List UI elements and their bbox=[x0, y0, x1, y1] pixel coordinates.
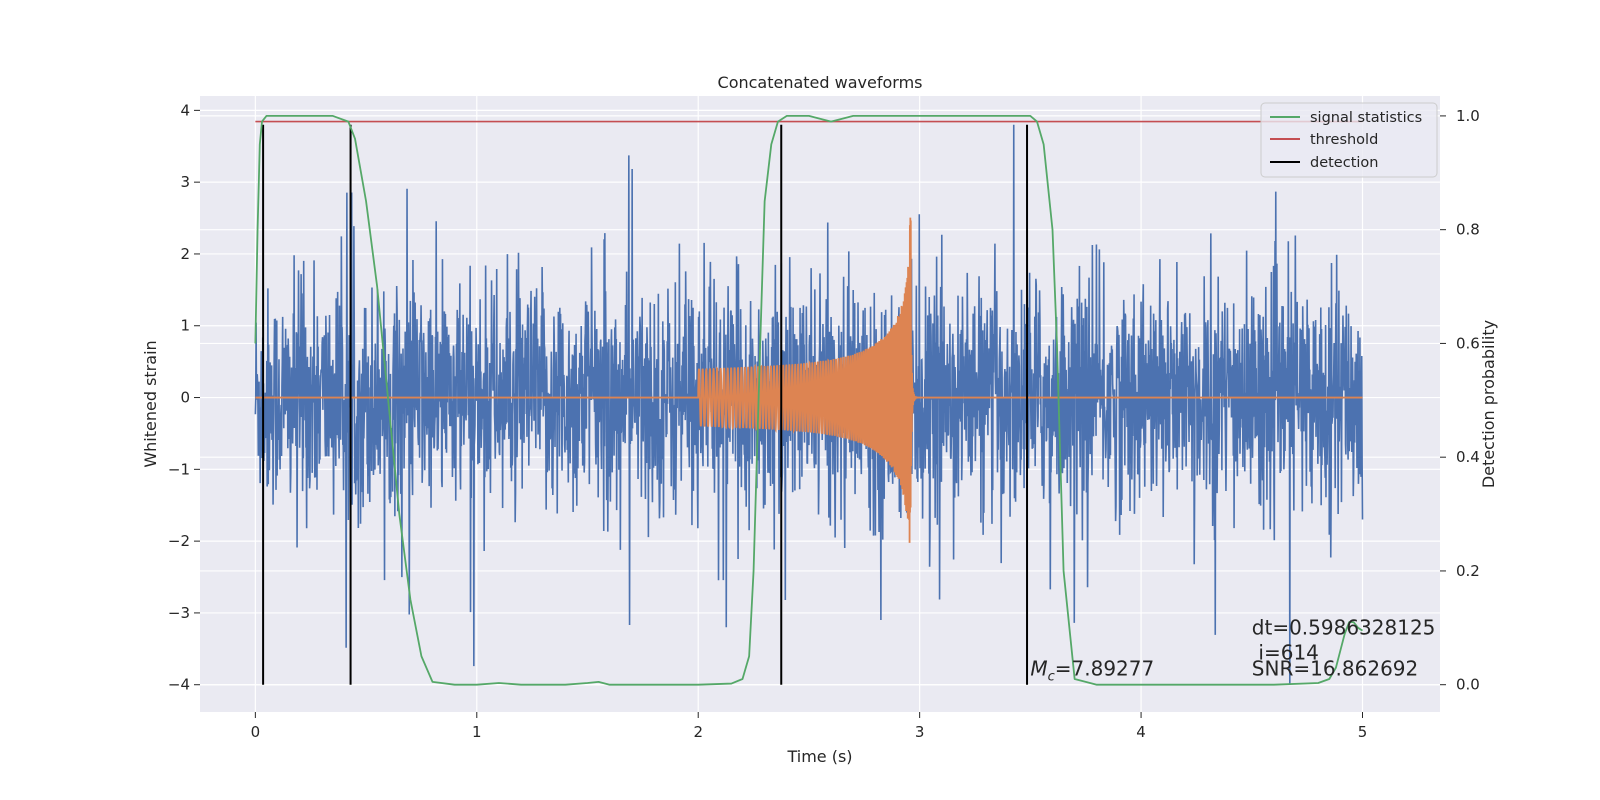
y2-tick-label: 0.0 bbox=[1456, 676, 1480, 694]
y-tick-label: 0 bbox=[180, 389, 190, 407]
y-tick-label: 3 bbox=[180, 173, 190, 191]
y2-tick-label: 0.2 bbox=[1456, 562, 1480, 580]
annotation-snr: SNR=16.862692 bbox=[1252, 656, 1418, 680]
y2-tick-label: 0.8 bbox=[1456, 221, 1480, 239]
chart-title: Concatenated waveforms bbox=[718, 73, 923, 92]
x-tick-label: 3 bbox=[915, 723, 925, 741]
template-series-line bbox=[255, 217, 1363, 543]
legend-label-detection: detection bbox=[1310, 155, 1378, 171]
y2-tick-label: 0.4 bbox=[1456, 448, 1480, 466]
right-axis: 0.0 0.2 0.4 0.6 0.8 1.0 bbox=[1440, 107, 1480, 694]
y2-tick-label: 1.0 bbox=[1456, 107, 1480, 125]
annotation-i: i=614 bbox=[1258, 641, 1319, 665]
annotation-dt: dt=0.5986328125 bbox=[1252, 615, 1436, 639]
x-tick-label: 0 bbox=[251, 723, 261, 741]
x-tick-label: 4 bbox=[1136, 723, 1146, 741]
legend-label-signal-statistics: signal statistics bbox=[1310, 110, 1422, 126]
signal-statistics-line bbox=[254, 115, 1363, 686]
x-axis: 0 1 2 3 4 5 bbox=[251, 712, 1368, 741]
x-tick-label: 2 bbox=[693, 723, 703, 741]
y-tick-label: −4 bbox=[168, 676, 190, 694]
y2-axis-label: Detection probability bbox=[1479, 320, 1498, 488]
annotation-mc: Mc=7.89277 bbox=[1030, 656, 1154, 684]
y-tick-label: 2 bbox=[180, 245, 190, 263]
x-tick-label: 1 bbox=[472, 723, 482, 741]
y-tick-label: −1 bbox=[168, 460, 190, 478]
y-tick-label: 1 bbox=[180, 317, 190, 335]
legend-label-threshold: threshold bbox=[1310, 132, 1378, 148]
legend-box bbox=[1260, 102, 1438, 178]
x-tick-label: 5 bbox=[1358, 723, 1368, 741]
strain-series-line bbox=[254, 124, 1364, 685]
y-axis-label: Whitened strain bbox=[141, 340, 160, 467]
y-tick-label: 4 bbox=[180, 101, 190, 119]
left-axis: −4 −3 −2 −1 0 1 2 3 4 bbox=[168, 101, 200, 694]
y-tick-label: −3 bbox=[168, 604, 190, 622]
plot-area bbox=[254, 115, 1364, 686]
y2-tick-label: 0.6 bbox=[1456, 334, 1480, 352]
y-tick-label: −2 bbox=[168, 532, 190, 550]
annotations: Mc=7.89277 dt=0.5986328125i=614SNR=16.862… bbox=[1030, 615, 1435, 684]
legend: signal statistics threshold detection bbox=[1260, 102, 1438, 178]
x-axis-label: Time (s) bbox=[786, 747, 852, 766]
